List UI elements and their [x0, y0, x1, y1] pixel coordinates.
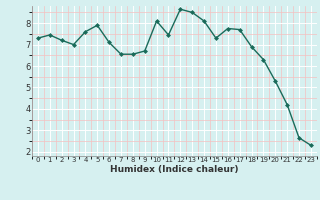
- X-axis label: Humidex (Indice chaleur): Humidex (Indice chaleur): [110, 165, 239, 174]
